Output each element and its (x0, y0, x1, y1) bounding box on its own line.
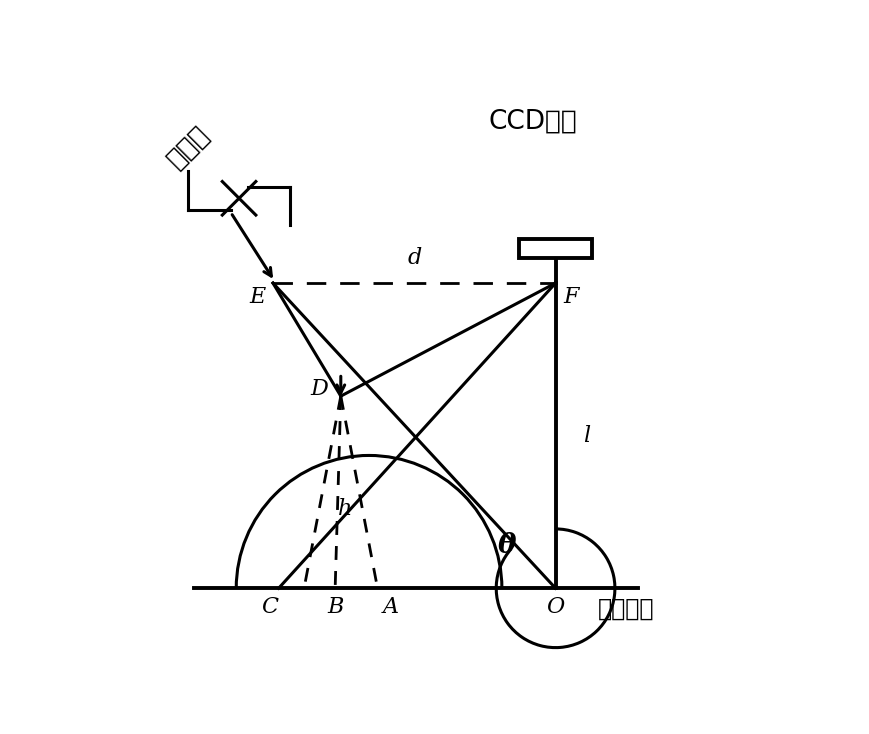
Text: CCD相机: CCD相机 (488, 109, 577, 135)
Text: D: D (310, 378, 328, 400)
Text: 参考平面: 参考平面 (598, 597, 654, 621)
Text: B: B (327, 596, 343, 618)
Text: F: F (564, 286, 579, 308)
Text: d: d (408, 247, 421, 269)
Bar (519, 239, 593, 258)
Text: C: C (261, 596, 278, 618)
Text: θ: θ (498, 532, 517, 559)
Text: 投影仪: 投影仪 (163, 121, 215, 173)
Text: A: A (383, 596, 399, 618)
Text: E: E (249, 286, 265, 308)
Text: O: O (547, 596, 565, 618)
Text: l: l (583, 425, 590, 447)
Text: h: h (338, 498, 353, 520)
